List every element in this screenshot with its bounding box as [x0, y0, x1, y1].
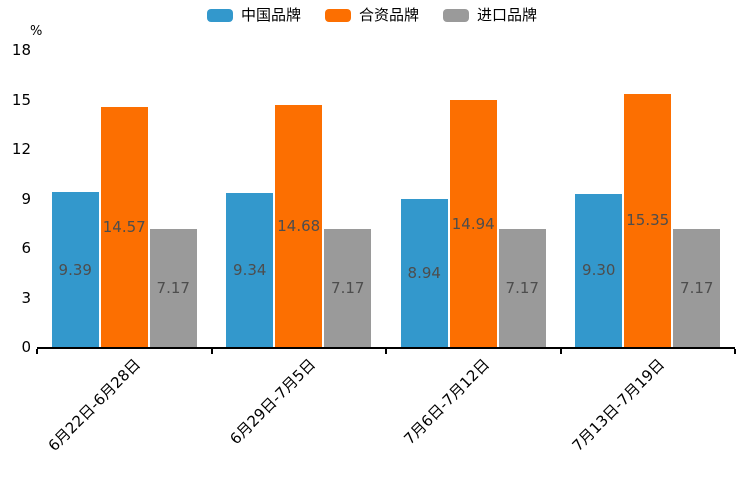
y-axis-unit-label: % — [30, 24, 43, 39]
bar-joint-venture-brand-group-4 — [624, 93, 672, 347]
bar-china-brand-group-3 — [400, 199, 448, 347]
x-axis-tick — [385, 349, 387, 354]
bar-china-brand-group-2 — [226, 192, 274, 347]
bar-value-label-china-brand-group-3: 8.94 — [407, 264, 441, 283]
bar-import-brand-group-1 — [149, 228, 197, 347]
x-category-label-2: 6月29日-7月5日 — [226, 355, 319, 449]
x-category-label-3: 7月6日-7月12日 — [400, 355, 494, 449]
bar-import-brand-group-2 — [324, 228, 372, 347]
bar-value-label-import-brand-group-2: 7.17 — [331, 278, 365, 297]
y-tick-label-6: 6 — [21, 239, 31, 257]
legend-label-joint-venture-brand: 合资品牌 — [358, 6, 419, 24]
y-tick-label-15: 15 — [11, 90, 31, 109]
legend-swatch-import-brand — [443, 9, 469, 22]
bar-value-label-joint-venture-brand-group-3: 14.94 — [451, 214, 495, 233]
bar-value-label-import-brand-group-4: 7.17 — [680, 278, 714, 297]
bar-china-brand-group-4 — [575, 193, 623, 347]
y-tick-label-0: 0 — [21, 338, 31, 356]
x-category-label-1: 6月22日-6月28日 — [44, 355, 145, 455]
x-axis-tick — [210, 349, 213, 354]
legend-item-import-brand: 进口品牌 — [443, 8, 537, 23]
x-axis-line — [37, 347, 735, 349]
y-tick-label-3: 3 — [21, 288, 31, 307]
bar-value-label-china-brand-group-4: 9.30 — [582, 261, 616, 280]
y-tick-label-9: 9 — [21, 189, 31, 208]
x-axis-tick — [36, 349, 38, 354]
x-axis-tick — [734, 349, 736, 354]
legend: 中国品牌 合资品牌 进口品牌 — [0, 8, 744, 23]
x-axis-tick — [559, 349, 562, 354]
bar-china-brand-group-1 — [51, 192, 99, 347]
bar-value-label-joint-venture-brand-group-4: 15.35 — [626, 211, 670, 230]
x-category-label-4: 7月13日-7月19日 — [568, 355, 668, 455]
bar-import-brand-group-3 — [498, 228, 546, 347]
bar-joint-venture-brand-group-2 — [275, 104, 323, 347]
legend-item-joint-venture-brand: 合资品牌 — [324, 6, 419, 24]
legend-swatch-joint-venture-brand — [324, 9, 351, 22]
legend-label-china-brand: 中国品牌 — [240, 6, 301, 24]
bar-joint-venture-brand-group-3 — [449, 100, 497, 347]
bar-value-label-import-brand-group-1: 7.17 — [156, 278, 190, 297]
bar-value-label-china-brand-group-2: 9.34 — [233, 260, 267, 279]
bar-joint-venture-brand-group-1 — [100, 106, 148, 347]
legend-swatch-china-brand — [206, 9, 233, 22]
bar-value-label-import-brand-group-3: 7.17 — [505, 278, 539, 297]
bar-value-label-joint-venture-brand-group-2: 14.68 — [277, 216, 321, 235]
bar-value-label-china-brand-group-1: 9.39 — [58, 260, 92, 279]
legend-label-import-brand: 进口品牌 — [477, 6, 538, 24]
y-tick-label-18: 18 — [11, 41, 31, 59]
bar-value-label-joint-venture-brand-group-1: 14.57 — [102, 217, 146, 236]
y-tick-label-12: 12 — [11, 140, 31, 158]
legend-item-china-brand: 中国品牌 — [206, 6, 301, 24]
bar-import-brand-group-4 — [673, 228, 721, 347]
